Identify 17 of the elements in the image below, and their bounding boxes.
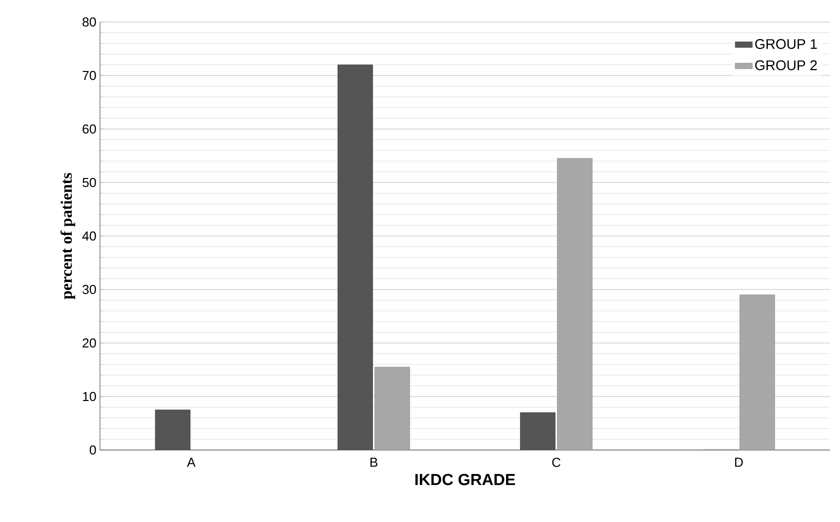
y-tick-label: 0	[90, 445, 96, 455]
y-tick-label: 10	[82, 392, 96, 402]
x-tick-label: A	[186, 458, 196, 467]
y-axis-title: percent of patients	[60, 173, 76, 300]
y-tick-label: 40	[82, 231, 96, 241]
x-tick-label: B	[370, 458, 378, 467]
x-axis-title: IKDC GRADE	[415, 474, 516, 486]
x-tick-label: D	[735, 458, 743, 467]
y-tick-label: 70	[82, 70, 96, 80]
y-tick-label: 20	[82, 338, 96, 348]
legend-label: GROUP 1	[755, 39, 817, 49]
x-tick-label: C	[552, 458, 560, 468]
y-tick-label: 60	[82, 124, 96, 134]
y-tick-label: 30	[82, 284, 96, 294]
legend-label: GROUP 2	[755, 60, 817, 70]
y-tick-label: 80	[82, 17, 96, 27]
y-tick-label: 50	[82, 178, 96, 188]
